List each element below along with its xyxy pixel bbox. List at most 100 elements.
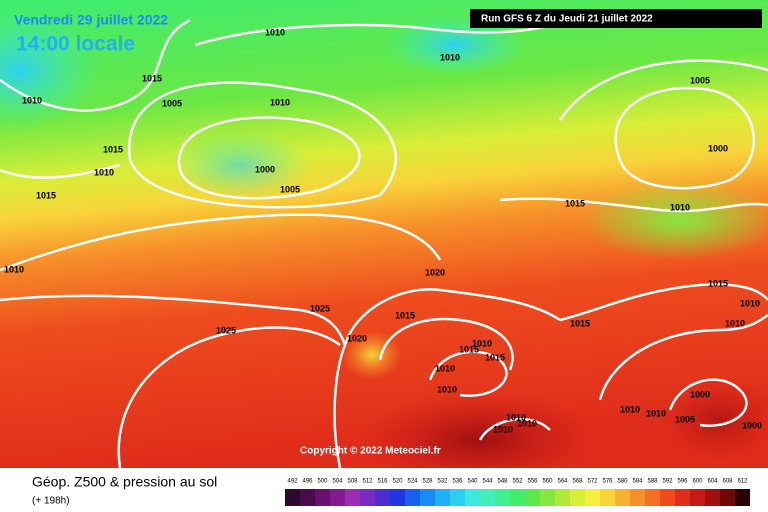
isobar-label: 1010 <box>437 384 457 394</box>
scale-label: 612 <box>737 479 748 485</box>
isobar-label: 1010 <box>440 52 460 62</box>
scale-swatch <box>525 489 540 506</box>
scale-swatch <box>675 489 690 506</box>
isobar-label: 1000 <box>742 420 762 430</box>
isobar-label: 1010 <box>22 95 42 105</box>
scale-label: 568 <box>572 479 583 485</box>
scale-label: 592 <box>662 479 673 485</box>
isobar-label: 1015 <box>565 198 585 208</box>
scale-label: 584 <box>632 479 643 485</box>
isobar-label: 1010 <box>4 264 24 274</box>
scale-swatch <box>510 489 525 506</box>
scale-swatch <box>330 489 345 506</box>
isobar-label: 1020 <box>425 267 445 277</box>
isobar-label: 1010 <box>670 202 690 212</box>
isobars <box>0 8 768 469</box>
isobar-label: 1010 <box>646 408 666 418</box>
isobar-label: 1020 <box>347 333 367 343</box>
isobar-label: 1010 <box>620 404 640 414</box>
field-blob <box>170 130 310 200</box>
scale-swatch <box>645 489 660 506</box>
scale-swatch <box>720 489 735 506</box>
scale-label: 512 <box>362 479 373 485</box>
field-blob <box>580 180 768 260</box>
scale-swatch <box>585 489 600 506</box>
scale-swatch <box>405 489 420 506</box>
field-blob <box>385 15 525 75</box>
scale-label: 580 <box>617 479 628 485</box>
forecast-date: Vendredi 29 juillet 2022 <box>14 12 168 28</box>
scale-label: 500 <box>317 479 328 485</box>
scale-label: 524 <box>407 479 418 485</box>
scale-swatch <box>480 489 495 506</box>
isobar-label: 1000 <box>708 143 728 153</box>
isobar-label: 1010 <box>435 363 455 373</box>
scale-label: 600 <box>692 479 703 485</box>
scale-swatch <box>540 489 555 506</box>
field-blob <box>0 10 100 130</box>
isobar-label: 1015 <box>485 352 505 362</box>
run-info: Run GFS 6 Z du Jeudi 21 juillet 2022 <box>481 14 653 25</box>
scale-label: 492 <box>287 479 298 485</box>
isobar-label: 1015 <box>570 318 590 328</box>
scale-swatch <box>735 489 750 506</box>
isobar-label: 1025 <box>216 325 236 335</box>
scale-label: 556 <box>527 479 538 485</box>
footer-title: Géop. Z500 & pression au sol <box>32 474 217 490</box>
scale-swatch <box>570 489 585 506</box>
scale-label: 596 <box>677 479 688 485</box>
isobar-label: 1000 <box>690 389 710 399</box>
isobar-label: 1010 <box>517 418 537 428</box>
scale-swatch <box>300 489 315 506</box>
isobar-label: 1005 <box>162 98 182 108</box>
scale-label: 588 <box>647 479 658 485</box>
isobar-label: 1015 <box>103 144 123 154</box>
scale-label: 496 <box>302 479 313 485</box>
isobar-label: 1010 <box>493 424 513 434</box>
scale-label: 528 <box>422 479 433 485</box>
scale-label: 544 <box>482 479 493 485</box>
scale-swatch <box>660 489 675 506</box>
scale-swatch <box>465 489 480 506</box>
isobar-label: 1000 <box>255 164 275 174</box>
scale-label: 560 <box>542 479 553 485</box>
isobar-label: 1015 <box>459 344 479 354</box>
scale-label: 536 <box>452 479 463 485</box>
isobar-label: 1010 <box>506 412 526 422</box>
run-box <box>470 9 762 28</box>
isobar-label: 1015 <box>708 278 728 288</box>
scale-swatch <box>285 489 300 506</box>
isobar-label: 1010 <box>725 318 745 328</box>
scale-label: 516 <box>377 479 388 485</box>
scale-swatch <box>600 489 615 506</box>
scale-label: 572 <box>587 479 598 485</box>
scale-swatch <box>345 489 360 506</box>
field-blob <box>660 375 768 465</box>
scale-swatch <box>420 489 435 506</box>
footer-lead: (+ 198h) <box>32 496 70 507</box>
scale-label: 540 <box>467 479 478 485</box>
scale-swatch <box>390 489 405 506</box>
isobar-label: 1010 <box>472 338 492 348</box>
scale-swatch <box>360 489 375 506</box>
forecast-time: 14:00 locale <box>16 33 135 56</box>
scale-swatch <box>450 489 465 506</box>
color-scale: 492 496 500 504 508 512 516 520 524 528 532 536 540 5… <box>285 479 750 506</box>
scale-label: 508 <box>347 479 358 485</box>
copyright: Copyright © 2022 Meteociel.fr <box>300 446 441 457</box>
scale-label: 504 <box>332 479 343 485</box>
scale-label: 604 <box>707 479 718 485</box>
scale-swatch <box>555 489 570 506</box>
scale-swatch <box>705 489 720 506</box>
scale-label: 548 <box>497 479 508 485</box>
scale-label: 608 <box>722 479 733 485</box>
isobar-label: 1005 <box>675 414 695 424</box>
isobar-label: 1010 <box>270 97 290 107</box>
isobar-label: 1005 <box>690 75 710 85</box>
scale-swatch <box>375 489 390 506</box>
isobar-label: 1015 <box>142 73 162 83</box>
scale-label: 576 <box>602 479 613 485</box>
scale-swatch <box>615 489 630 506</box>
